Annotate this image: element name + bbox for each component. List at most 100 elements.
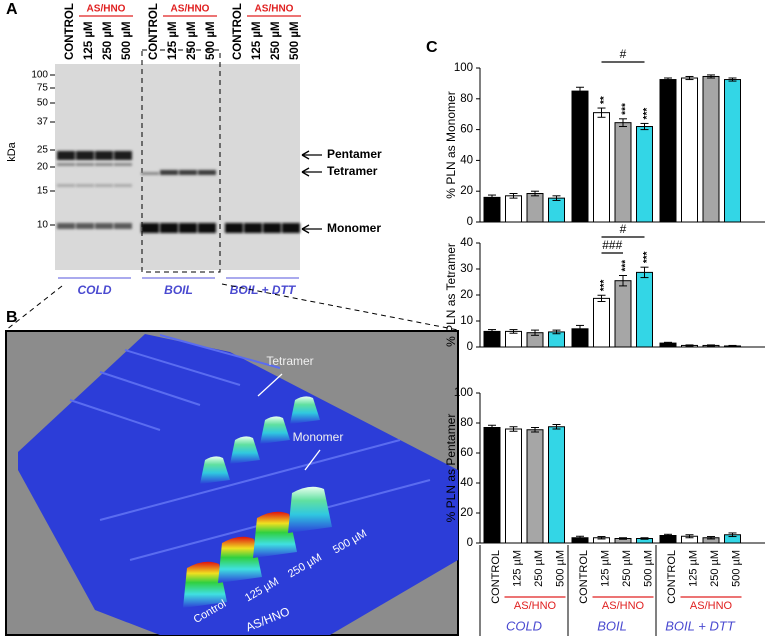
group-sublabel: AS/HNO xyxy=(514,600,557,612)
group-label: COLD xyxy=(78,283,112,297)
error-bar xyxy=(664,77,672,82)
band xyxy=(198,170,216,175)
x-tick-label: 125 µM xyxy=(687,550,699,587)
x-tick-label: 250 µM xyxy=(533,550,545,587)
error-bar xyxy=(728,532,737,538)
error-bar xyxy=(597,294,606,302)
band-label: Pentamer xyxy=(327,147,382,161)
kda-marker: 75 xyxy=(37,83,49,94)
x-tick-label: CONTROL xyxy=(490,550,502,604)
error-bar xyxy=(531,427,539,433)
dashed-box xyxy=(141,49,221,273)
group-sublabel: AS/HNO xyxy=(602,600,645,612)
x-tick-label: 250 µM xyxy=(621,550,633,587)
monomer-peak xyxy=(288,486,332,533)
y-tick-label: 0 xyxy=(467,537,473,549)
y-tick-label: 80 xyxy=(460,93,473,105)
error-bar xyxy=(707,344,715,347)
error-bar xyxy=(488,194,496,201)
treatment-label: AS/HNO xyxy=(171,4,210,15)
bar xyxy=(505,195,522,223)
band xyxy=(57,223,75,229)
treatment-label: AS/HNO xyxy=(255,4,294,15)
kda-label: kDa xyxy=(6,141,18,161)
lane-label: CONTROL xyxy=(64,3,76,60)
band xyxy=(95,151,113,160)
lane-label: 500 µM xyxy=(205,21,217,60)
error-bar xyxy=(531,190,539,197)
lane-label: CONTROL xyxy=(148,3,160,60)
x-tick-label: 500 µM xyxy=(642,550,654,587)
band xyxy=(76,163,94,166)
kda-marker: 15 xyxy=(37,186,49,197)
error-bar xyxy=(552,195,561,201)
significance: ** xyxy=(599,96,610,104)
bar xyxy=(571,90,589,223)
bracket-label: ### xyxy=(602,238,622,252)
bands xyxy=(57,151,300,233)
y-tick-label: 40 xyxy=(460,237,473,249)
bar xyxy=(724,79,741,223)
y-tick-label: 80 xyxy=(460,417,473,429)
bracket-label: # xyxy=(620,47,627,61)
band-arrowhead xyxy=(301,224,310,234)
error-bar xyxy=(619,118,627,128)
x-tick-label: 500 µM xyxy=(730,550,742,587)
y-tick-label: 40 xyxy=(460,477,473,489)
bracket-label: # xyxy=(620,222,627,236)
band xyxy=(141,172,159,175)
error-bar xyxy=(531,329,539,336)
error-bar xyxy=(640,122,649,131)
band xyxy=(114,163,132,166)
y-tick-label: 0 xyxy=(467,341,473,353)
bar xyxy=(526,429,544,544)
error-bar xyxy=(552,424,561,430)
lane-label: CONTROL xyxy=(232,3,244,60)
panel-label: A xyxy=(6,1,18,18)
bar xyxy=(505,330,522,348)
error-bar xyxy=(509,329,518,334)
surface xyxy=(18,334,458,635)
bar xyxy=(505,428,522,544)
lane-label: 250 µM xyxy=(102,21,114,60)
y-axis-label: % PLN as Monomer xyxy=(444,91,458,198)
error-bar xyxy=(685,344,694,347)
lane-label: 125 µM xyxy=(251,21,263,60)
y-tick-label: 60 xyxy=(460,124,473,136)
treatment-label: AS/HNO xyxy=(87,4,126,15)
x-tick-label: 125 µM xyxy=(511,550,523,587)
error-bar xyxy=(664,341,672,345)
bar xyxy=(593,112,610,223)
band xyxy=(57,163,75,166)
bar xyxy=(526,193,544,223)
panel-a: A CONTROL 125 µM 250 µM 500 µM CONTROL 125 µM… xyxy=(6,1,382,297)
error-bar xyxy=(597,536,606,540)
significance: *** xyxy=(621,260,632,272)
bar xyxy=(614,280,632,348)
error-bar xyxy=(640,266,649,279)
peak-arrow xyxy=(304,449,321,471)
tetramer-peak xyxy=(200,456,230,484)
lane-label: 250 µM xyxy=(186,21,198,60)
group-label: BOIL + DTT xyxy=(230,283,297,297)
peak-label: Monomer xyxy=(293,430,344,444)
group-label: COLD xyxy=(506,618,542,633)
bar xyxy=(548,426,565,544)
monomer-peak xyxy=(253,511,297,558)
error-bar xyxy=(576,535,584,540)
band xyxy=(57,184,75,187)
y-tick-label: 20 xyxy=(460,507,473,519)
significance: *** xyxy=(642,251,653,263)
group-label: BOIL xyxy=(597,618,627,633)
x-tick-label: 250 µM xyxy=(709,550,721,587)
band xyxy=(95,184,113,187)
band-arrowhead xyxy=(301,150,310,160)
bar xyxy=(636,126,653,223)
band xyxy=(76,223,94,229)
band xyxy=(179,223,197,233)
x-tick-label: 500 µM xyxy=(554,550,566,587)
band xyxy=(263,223,281,233)
band xyxy=(95,163,113,166)
panel-label: C xyxy=(426,39,438,56)
